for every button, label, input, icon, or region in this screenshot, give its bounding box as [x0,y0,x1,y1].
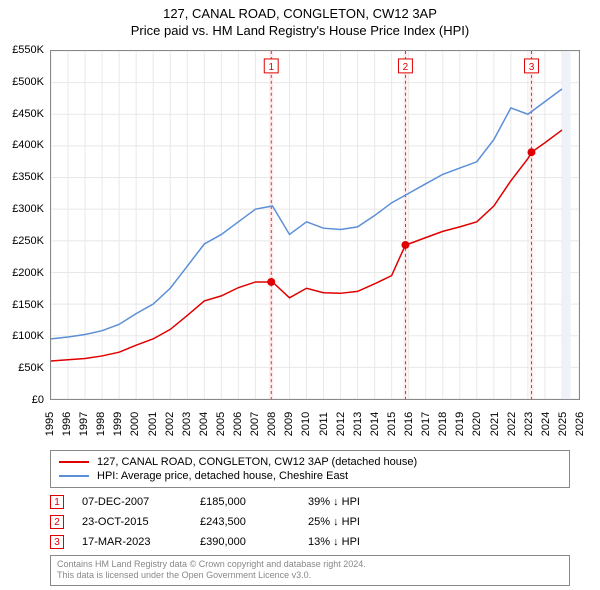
events-table: 1 07-DEC-2007 £185,000 39% ↓ HPI 2 23-OCT-201… [50,492,570,552]
event-price: £390,000 [200,536,290,548]
x-tick-label: 1999 [112,412,124,436]
x-tick-label: 2009 [283,412,295,436]
y-tick-label: £100K [12,330,44,342]
y-tick-label: £250K [12,235,44,247]
event-diff: 39% ↓ HPI [308,496,398,508]
x-tick-label: 2001 [147,412,159,436]
y-tick-label: £50K [18,362,44,374]
event-diff: 25% ↓ HPI [308,516,398,528]
y-tick-label: £200K [12,267,44,279]
x-tick-label: 2006 [232,412,244,436]
y-tick-label: £550K [12,44,44,56]
y-tick-label: £350K [12,171,44,183]
legend-label: HPI: Average price, detached house, Ches… [97,470,348,482]
event-diff: 13% ↓ HPI [308,536,398,548]
plot-svg: 1 2 3 [51,51,579,399]
event-marker: 2 [50,515,64,529]
title-main: 127, CANAL ROAD, CONGLETON, CW12 3AP [0,6,600,23]
svg-text:1: 1 [268,62,274,73]
footer-line-1: Contains HM Land Registry data © Crown c… [57,559,563,571]
x-tick-label: 2020 [471,412,483,436]
x-tick-label: 2017 [420,412,432,436]
x-tick-label: 2019 [454,412,466,436]
x-tick-label: 2003 [181,412,193,436]
x-tick-label: 2012 [335,412,347,436]
x-tick-label: 2011 [318,412,330,436]
x-axis-labels: 1995199619971998199920002001200220032004… [50,402,580,452]
y-tick-label: £300K [12,203,44,215]
event-row: 1 07-DEC-2007 £185,000 39% ↓ HPI [50,492,570,512]
legend-row: HPI: Average price, detached house, Ches… [59,469,561,483]
chart-container: 127, CANAL ROAD, CONGLETON, CW12 3AP Pri… [0,0,600,590]
event-marker: 3 [50,535,64,549]
title-sub: Price paid vs. HM Land Registry's House … [0,23,600,40]
x-tick-label: 2022 [506,412,518,436]
x-tick-label: 2007 [249,412,261,436]
x-tick-label: 1996 [61,412,73,436]
y-tick-label: £400K [12,139,44,151]
y-tick-label: £150K [12,299,44,311]
event-date: 23-OCT-2015 [82,516,182,528]
legend-row: 127, CANAL ROAD, CONGLETON, CW12 3AP (de… [59,455,561,469]
x-tick-label: 2004 [198,412,210,436]
x-tick-label: 2000 [129,412,141,436]
y-tick-label: £450K [12,108,44,120]
legend: 127, CANAL ROAD, CONGLETON, CW12 3AP (de… [50,450,570,488]
legend-swatch [59,461,89,463]
legend-label: 127, CANAL ROAD, CONGLETON, CW12 3AP (de… [97,456,417,468]
y-tick-label: £0 [32,394,44,406]
x-tick-label: 2015 [386,412,398,436]
x-tick-label: 2013 [352,412,364,436]
x-tick-label: 2024 [540,412,552,436]
x-tick-label: 1995 [44,412,56,436]
x-tick-label: 2010 [300,412,312,436]
x-tick-label: 2005 [215,412,227,436]
x-tick-label: 1997 [78,412,90,436]
x-tick-label: 2025 [557,412,569,436]
x-tick-label: 2023 [523,412,535,436]
x-tick-label: 2002 [164,412,176,436]
event-date: 07-DEC-2007 [82,496,182,508]
y-tick-label: £500K [12,76,44,88]
title-block: 127, CANAL ROAD, CONGLETON, CW12 3AP Pri… [0,0,600,40]
event-price: £243,500 [200,516,290,528]
plot-area: 1 2 3 [50,50,580,400]
event-date: 17-MAR-2023 [82,536,182,548]
x-tick-label: 1998 [95,412,107,436]
x-tick-label: 2008 [266,412,278,436]
legend-swatch [59,475,89,477]
y-axis-labels: £0£50K£100K£150K£200K£250K£300K£350K£400… [0,50,48,400]
event-marker: 1 [50,495,64,509]
event-row: 2 23-OCT-2015 £243,500 25% ↓ HPI [50,512,570,532]
x-tick-label: 2018 [437,412,449,436]
svg-text:2: 2 [403,62,409,73]
footer-line-2: This data is licensed under the Open Gov… [57,570,563,582]
x-tick-label: 2026 [574,412,586,436]
x-tick-label: 2016 [403,412,415,436]
attribution-footer: Contains HM Land Registry data © Crown c… [50,555,570,586]
svg-text:3: 3 [529,62,535,73]
event-row: 3 17-MAR-2023 £390,000 13% ↓ HPI [50,532,570,552]
event-price: £185,000 [200,496,290,508]
x-tick-label: 2014 [369,412,381,436]
x-tick-label: 2021 [489,412,501,436]
